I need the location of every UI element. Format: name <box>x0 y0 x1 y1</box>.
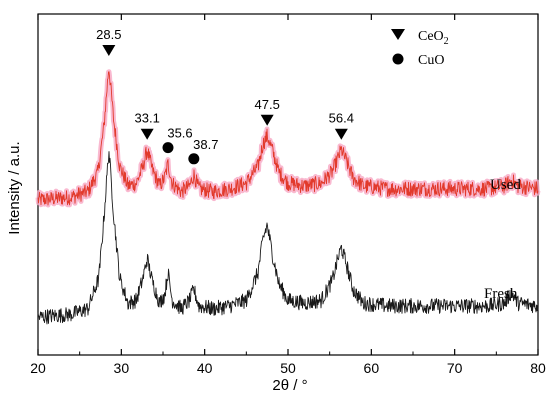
ceo2-peak-marker-icon <box>260 114 274 126</box>
legend-circle-icon <box>392 53 404 65</box>
peak-label: 56.4 <box>329 111 354 126</box>
series-used-line <box>37 71 539 206</box>
x-tick-label: 40 <box>197 360 213 376</box>
legend-triangle-icon <box>391 29 405 40</box>
cuo-peak-marker-icon <box>188 153 200 165</box>
x-tick-label: 60 <box>364 360 380 376</box>
peak-label: 47.5 <box>255 97 280 112</box>
series-fresh-line <box>37 151 539 325</box>
x-tick-label: 50 <box>280 360 296 376</box>
ceo2-peak-marker-icon <box>140 128 154 140</box>
x-tick-label: 70 <box>447 360 463 376</box>
x-tick-label: 20 <box>30 360 46 376</box>
series-layer <box>35 69 541 325</box>
x-tick-label: 80 <box>530 360 546 376</box>
x-axis: 20 30 40 50 60 70 80 <box>30 14 546 376</box>
y-axis-title: Intensity / a.u. <box>6 141 23 234</box>
peak-label: 38.7 <box>193 137 218 152</box>
peak-label: 28.5 <box>96 27 121 42</box>
series-label-used: Used <box>490 177 521 193</box>
series-label-fresh: Fresh <box>484 286 518 302</box>
ceo2-peak-marker-icon <box>334 128 348 140</box>
x-axis-title: 2θ / ° <box>272 377 307 394</box>
peak-label: 35.6 <box>167 126 192 141</box>
ceo2-peak-marker-icon <box>102 45 116 56</box>
x-tick-label: 30 <box>114 360 130 376</box>
legend-ceo2-label: CeO2 <box>418 29 449 47</box>
legend-cuo-label: CuO <box>418 53 444 68</box>
cuo-peak-marker-icon <box>162 142 174 154</box>
peak-layer: 28.5 33.1 35.638.7 47.5 56.4 <box>96 27 354 165</box>
legend: CeO2 CuO <box>391 29 449 68</box>
peak-label: 33.1 <box>135 111 160 126</box>
